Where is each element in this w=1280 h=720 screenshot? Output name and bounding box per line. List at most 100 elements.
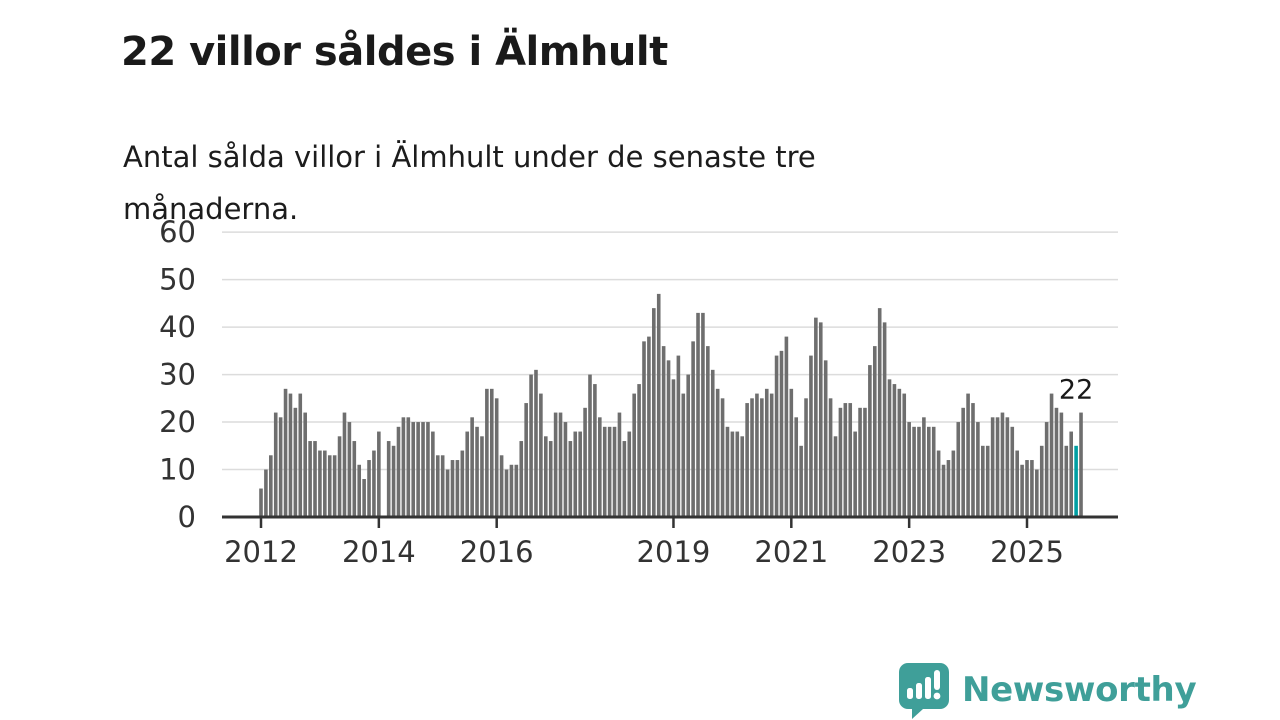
bar bbox=[779, 350, 784, 517]
bar bbox=[740, 436, 745, 517]
bar bbox=[858, 407, 862, 517]
bar bbox=[931, 426, 936, 517]
bar bbox=[548, 441, 553, 517]
x-axis-label: 2021 bbox=[754, 535, 828, 569]
y-axis-label: 0 bbox=[178, 500, 196, 534]
bar bbox=[828, 398, 833, 517]
bar bbox=[1044, 422, 1049, 517]
bar bbox=[848, 403, 853, 517]
bar bbox=[853, 431, 857, 517]
bar bbox=[774, 355, 779, 517]
bar bbox=[573, 431, 578, 517]
bar bbox=[1039, 445, 1044, 517]
bar bbox=[607, 426, 612, 517]
bar bbox=[357, 464, 362, 517]
bar bbox=[558, 412, 563, 517]
bar bbox=[656, 293, 661, 517]
bar bbox=[519, 441, 524, 517]
bar-chart-speech-bubble-icon bbox=[899, 663, 949, 719]
bar bbox=[489, 388, 494, 517]
bar bbox=[485, 388, 489, 517]
bar bbox=[480, 436, 484, 517]
bar bbox=[956, 422, 961, 517]
bar bbox=[760, 398, 764, 517]
bar bbox=[735, 431, 740, 517]
bar bbox=[450, 460, 455, 517]
bar bbox=[637, 384, 641, 517]
bar bbox=[327, 455, 332, 517]
bar bbox=[377, 431, 381, 517]
y-axis-label: 60 bbox=[159, 215, 196, 249]
bar bbox=[602, 426, 607, 517]
bar bbox=[308, 441, 312, 517]
bar bbox=[632, 393, 636, 517]
y-axis-label: 50 bbox=[159, 263, 196, 297]
bar bbox=[671, 379, 676, 517]
bar bbox=[372, 450, 376, 517]
bar bbox=[475, 426, 479, 517]
bar bbox=[661, 346, 666, 517]
y-axis-label: 40 bbox=[159, 310, 196, 344]
bar bbox=[622, 441, 627, 517]
bar bbox=[799, 445, 803, 517]
bar bbox=[386, 441, 391, 517]
bar bbox=[730, 431, 735, 517]
bar bbox=[706, 346, 710, 517]
brand-name: Newsworthy bbox=[962, 670, 1197, 710]
bar bbox=[794, 417, 799, 517]
bar bbox=[1025, 460, 1029, 517]
bar bbox=[470, 417, 474, 517]
bar bbox=[868, 365, 872, 517]
bar bbox=[789, 388, 794, 517]
bar bbox=[313, 441, 317, 517]
bar bbox=[553, 412, 558, 517]
bar bbox=[927, 426, 931, 517]
bar bbox=[440, 455, 445, 517]
bar bbox=[686, 374, 690, 517]
bar bbox=[1015, 450, 1019, 517]
bar bbox=[283, 388, 288, 517]
bar bbox=[715, 388, 720, 517]
bar bbox=[627, 431, 632, 517]
bar bbox=[710, 369, 715, 517]
bar bbox=[269, 455, 273, 517]
bar bbox=[701, 312, 705, 517]
bar bbox=[563, 422, 568, 517]
bar bbox=[1079, 412, 1083, 517]
bar bbox=[666, 360, 671, 517]
bar bbox=[406, 417, 411, 517]
bar bbox=[524, 403, 528, 517]
bar bbox=[887, 379, 892, 517]
bar bbox=[838, 407, 843, 517]
bar bbox=[499, 455, 504, 517]
bar bbox=[843, 403, 848, 517]
bar bbox=[833, 436, 838, 517]
bar bbox=[892, 384, 897, 517]
bar bbox=[642, 341, 646, 517]
bar bbox=[504, 469, 509, 517]
bar bbox=[681, 393, 686, 517]
bar bbox=[509, 464, 514, 517]
bar bbox=[951, 450, 956, 517]
bar bbox=[323, 450, 327, 517]
bar bbox=[465, 431, 470, 517]
page-title: 22 villor såldes i Älmhult bbox=[121, 28, 668, 75]
bar bbox=[647, 336, 651, 517]
bar bbox=[818, 322, 823, 517]
bar bbox=[332, 455, 337, 517]
bar bbox=[784, 336, 789, 517]
bar bbox=[755, 393, 759, 517]
bar bbox=[872, 346, 877, 517]
bar bbox=[539, 393, 543, 517]
bar bbox=[612, 426, 617, 517]
bar bbox=[568, 441, 573, 517]
bar bbox=[401, 417, 406, 517]
bar bbox=[966, 393, 970, 517]
bar bbox=[1069, 431, 1073, 517]
bar bbox=[764, 388, 769, 517]
bar bbox=[961, 407, 965, 517]
bar bbox=[990, 417, 995, 517]
bar bbox=[352, 441, 357, 517]
bar bbox=[435, 455, 440, 517]
